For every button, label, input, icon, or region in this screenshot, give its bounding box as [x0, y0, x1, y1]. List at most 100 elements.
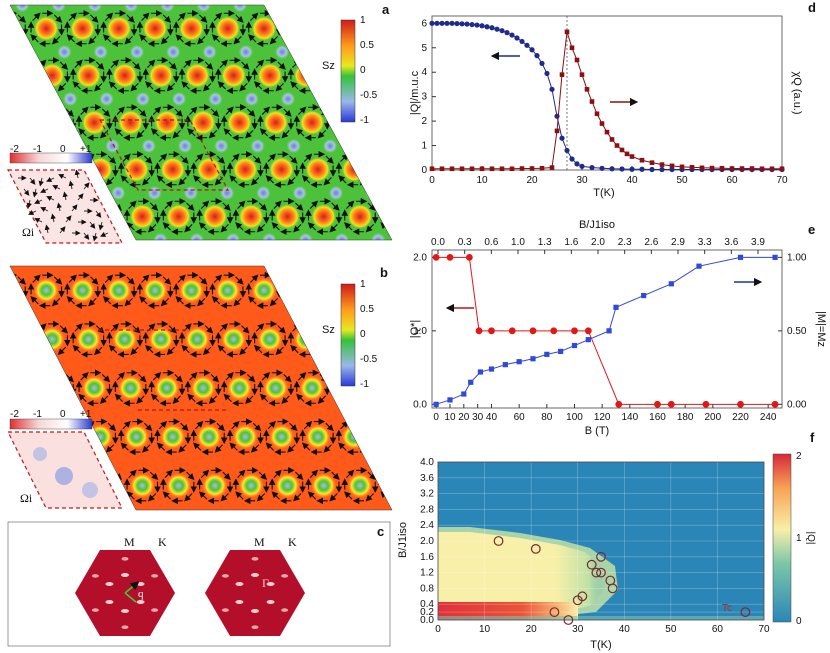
spin-arrow — [219, 59, 228, 68]
panel-b-colorbar-title: Sz — [322, 324, 335, 336]
panel-e-x-axis-title: B (T) — [585, 425, 609, 437]
antivortex-spot — [317, 91, 332, 107]
antivortex-spot — [359, 138, 374, 154]
bragg-peak — [221, 574, 229, 578]
skyrmion-core — [159, 156, 186, 183]
spin-arrow — [101, 108, 111, 117]
panel-f-letter: f — [810, 430, 815, 445]
skyrmion-core — [341, 423, 368, 450]
spin-arrow — [334, 372, 343, 381]
panel-f-transition-marker — [596, 551, 606, 562]
panel-d-data-point — [534, 53, 540, 59]
panel-d-data-point — [689, 165, 695, 170]
spin-arrow — [23, 325, 32, 334]
inset-spin-arrow — [100, 231, 109, 237]
panel-e-top-tick-label: 3.3 — [698, 237, 712, 248]
spin-arrow — [66, 34, 76, 43]
spin-arrow — [193, 175, 202, 184]
spin-arrow — [313, 325, 323, 334]
panel-e-x-tick-label: 20 — [458, 412, 470, 423]
panel-f-y-tick-label: 3.2 — [420, 489, 434, 500]
spin-arrow — [177, 274, 186, 283]
panel-d-x-tick-label: 40 — [626, 175, 638, 186]
panel-c-brillouin-zones: q M K M K Γ c — [7, 521, 391, 647]
antivortex-spot — [377, 280, 392, 295]
panel-a-colorbar-title: Sz — [322, 60, 335, 72]
skyrmion-core — [256, 62, 283, 89]
panel-d-data-point — [449, 20, 455, 26]
bragg-peak — [105, 582, 114, 586]
spin-arrow — [157, 250, 163, 256]
panel-f-y-tick-label: 0.4 — [420, 599, 434, 610]
panel-d-data-point — [549, 165, 555, 170]
spin-arrow — [36, 344, 45, 354]
skyrmion-core — [190, 109, 217, 136]
spin-arrow — [223, 393, 232, 402]
spin-arrow — [317, 395, 326, 404]
spin-arrow — [160, 36, 170, 45]
spin-arrow — [139, 296, 148, 305]
antivortex-spot — [171, 91, 187, 107]
bragg-peak — [251, 557, 259, 561]
spin-arrow — [156, 442, 166, 451]
skyrmion-core — [238, 203, 265, 230]
panel-d-x-axis-title: T(K) — [593, 187, 614, 199]
panel-e-data-point — [529, 327, 537, 335]
spin-arrow — [32, 12, 41, 21]
spin-arrow — [158, 153, 168, 162]
panel-e-top-tick-label: 0.0 — [431, 237, 445, 248]
spin-arrow — [198, 222, 208, 231]
spin-arrow — [204, 61, 214, 70]
spin-arrow — [374, 175, 383, 184]
panel-c-q-vector-label: q — [138, 588, 144, 600]
spin-arrow — [172, 250, 178, 256]
panel-b-colorbar-tick: 0 — [360, 329, 366, 340]
panel-d-data-point — [539, 60, 545, 67]
panel-b-colorbar-tick: -1 — [360, 379, 369, 390]
spin-arrow — [164, 200, 173, 209]
spin-arrow — [192, 250, 198, 256]
spin-arrow — [286, 274, 295, 283]
inset-spin-arrow — [38, 177, 44, 187]
antivortex-spot — [328, 185, 344, 201]
spin-arrow — [141, 12, 150, 21]
spin-arrow — [325, 155, 334, 164]
spin-arrow — [175, 34, 184, 43]
panel-e-top-tick-label: 2.3 — [618, 237, 632, 248]
panel-d-data-point — [579, 72, 585, 77]
spin-arrow — [210, 108, 220, 117]
panel-e-data-point — [584, 327, 592, 335]
panel-d-data-point — [679, 164, 685, 170]
spin-arrow — [326, 344, 335, 354]
spin-arrow — [271, 14, 280, 23]
panel-b-inset-tick: -1 — [33, 409, 42, 420]
spin-arrow — [365, 493, 374, 502]
spin-arrow — [294, 202, 304, 211]
panel-e-x-tick-label: 200 — [704, 412, 721, 423]
skyrmion-core — [69, 15, 96, 42]
antivortex-spot — [189, 232, 204, 240]
antivortex-spot — [250, 138, 265, 154]
spin-arrow — [248, 34, 257, 43]
panel-d-data-point — [564, 29, 570, 35]
panel-d-data-point — [629, 154, 635, 159]
spin-arrow — [0, 36, 2, 42]
antivortex-spot — [26, 91, 42, 107]
skyrmion-core — [195, 156, 223, 183]
panel-d-data-point — [739, 166, 745, 171]
spin-arrow — [174, 374, 183, 383]
bragg-peak — [121, 573, 129, 577]
panel-d-data-point — [514, 35, 520, 41]
spin-arrow — [42, 128, 51, 137]
panel-d-data-point — [609, 166, 615, 172]
spin-arrow — [80, 372, 89, 381]
antivortex-spot — [214, 138, 229, 154]
panel-e-top-tick-label: 1.3 — [538, 237, 552, 248]
spin-arrow — [136, 395, 145, 404]
bragg-peak — [136, 600, 145, 604]
spin-arrow — [200, 200, 210, 209]
bragg-peak — [281, 574, 289, 578]
spin-arrow — [48, 250, 54, 256]
spin-arrow — [198, 491, 208, 500]
panel-e-top-tick-label: 2.6 — [644, 237, 658, 248]
